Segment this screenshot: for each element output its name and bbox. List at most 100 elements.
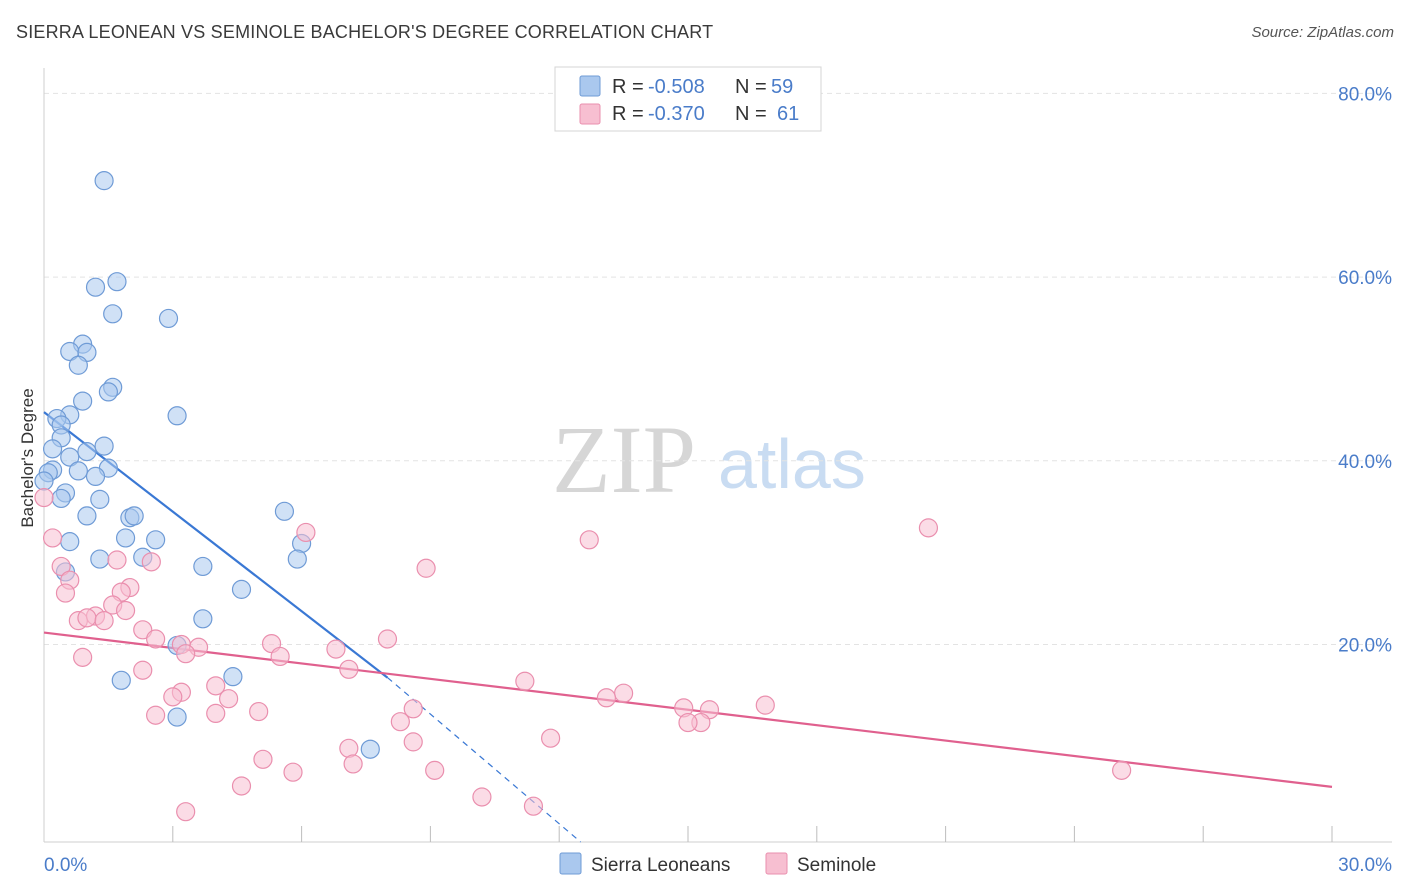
legend-r-value-1: -0.508	[648, 76, 705, 98]
x-tick-label-1: 30.0%	[1338, 855, 1392, 876]
point-sierra-leoneans-41	[193, 556, 213, 577]
point-sierra-leoneans-0	[94, 171, 114, 191]
y-tick-label-2: 60.0%	[1338, 268, 1392, 289]
point-seminole-31	[515, 671, 535, 691]
legend-swatch-blue	[579, 75, 601, 97]
bottom-legend: Sierra Leoneans Seminole	[559, 852, 876, 876]
point-seminole-17	[77, 608, 97, 628]
watermark-zip: ZIP	[552, 406, 696, 513]
point-sierra-leoneans-24	[68, 461, 88, 481]
point-seminole-32	[206, 676, 226, 696]
point-seminole-28	[73, 647, 93, 667]
point-seminole-20	[146, 629, 166, 649]
y-tick-label-1: 40.0%	[1338, 452, 1392, 473]
point-seminole-19	[133, 620, 153, 640]
point-sierra-leoneans-49	[360, 739, 380, 759]
point-seminole-55	[1112, 760, 1132, 780]
legend-r-label-2: R =	[612, 103, 644, 125]
point-seminole-7	[416, 558, 436, 578]
bottom-legend-swatch-pink	[765, 852, 788, 875]
bottom-legend-label-seminole: Seminole	[797, 855, 876, 876]
point-seminole-38	[403, 699, 423, 719]
point-seminole-18	[94, 611, 114, 631]
point-seminole-47	[390, 712, 410, 732]
point-seminole-58	[523, 796, 544, 816]
point-sierra-leoneans-18	[42, 439, 63, 459]
trend-line-sierra-leoneans	[43, 411, 389, 679]
point-sierra-leoneans-26	[34, 471, 54, 491]
point-seminole-3	[579, 530, 599, 550]
point-seminole-14	[115, 600, 136, 621]
point-seminole-4	[918, 518, 939, 538]
y-axis-label: Bachelor's Degree	[18, 388, 37, 527]
point-sierra-leoneans-3	[103, 304, 123, 324]
point-sierra-leoneans-2	[85, 277, 106, 297]
data-points	[34, 171, 1132, 822]
point-seminole-12	[55, 583, 76, 603]
point-seminole-42	[146, 705, 166, 725]
point-sierra-leoneans-25	[85, 466, 106, 487]
point-seminole-59	[176, 802, 196, 822]
point-seminole-1	[42, 528, 63, 548]
point-sierra-leoneans-20	[60, 447, 80, 467]
point-sierra-leoneans-47	[111, 670, 131, 690]
point-seminole-0	[34, 487, 54, 508]
bottom-legend-label-sierra-leoneans: Sierra Leoneans	[591, 855, 730, 876]
point-sierra-leoneans-31	[77, 506, 97, 526]
point-sierra-leoneans-44	[193, 609, 213, 629]
point-seminole-52	[343, 754, 363, 774]
point-seminole-46	[678, 712, 698, 733]
point-seminole-36	[596, 688, 617, 708]
watermark: ZIP atlas	[552, 406, 866, 513]
y-tick-label-3: 80.0%	[1338, 84, 1392, 105]
chart-title: SIERRA LEONEAN VS SEMINOLE BACHELOR'S DE…	[16, 22, 714, 42]
legend-n-label-2: N =	[735, 103, 767, 125]
point-seminole-26	[176, 644, 196, 664]
point-seminole-53	[425, 760, 445, 780]
point-sierra-leoneans-48	[167, 707, 187, 727]
bottom-legend-swatch-blue	[559, 852, 582, 875]
point-seminole-57	[472, 787, 492, 807]
point-seminole-5	[141, 552, 161, 572]
legend-n-value-2: 61	[777, 103, 799, 125]
point-sierra-leoneans-34	[115, 528, 136, 548]
point-sierra-leoneans-1	[107, 272, 127, 292]
source-credit: Source: ZipAtlas.com	[1251, 24, 1394, 41]
point-sierra-leoneans-35	[60, 532, 80, 552]
legend: R = -0.508 N = 59 R = -0.370 N = 61	[554, 66, 822, 132]
point-sierra-leoneans-39	[90, 549, 110, 569]
legend-n-value-1: 59	[771, 76, 793, 98]
legend-n-label-1: N =	[735, 76, 767, 98]
point-seminole-2	[296, 522, 316, 543]
point-seminole-44	[249, 701, 269, 722]
point-seminole-49	[403, 732, 423, 752]
point-sierra-leoneans-36	[146, 530, 166, 550]
legend-r-label-1: R =	[612, 76, 644, 98]
gridlines	[44, 92, 1392, 646]
point-seminole-48	[541, 728, 561, 748]
legend-r-value-2: -0.370	[648, 103, 705, 125]
point-seminole-8	[107, 550, 127, 570]
point-seminole-25	[326, 639, 346, 659]
point-seminole-34	[613, 683, 634, 703]
point-sierra-leoneans-19	[77, 442, 97, 462]
point-sierra-leoneans-29	[90, 489, 110, 509]
point-sierra-leoneans-33	[124, 506, 144, 526]
point-seminole-30	[133, 660, 153, 680]
point-seminole-35	[163, 687, 183, 707]
point-sierra-leoneans-11	[73, 391, 93, 411]
point-sierra-leoneans-28	[51, 488, 71, 509]
point-sierra-leoneans-10	[98, 382, 119, 402]
point-sierra-leoneans-40	[287, 549, 307, 569]
point-seminole-29	[339, 659, 359, 679]
point-sierra-leoneans-46	[223, 667, 243, 687]
watermark-atlas: atlas	[718, 425, 866, 503]
trend-line-dashed-sierra-leoneans	[387, 677, 582, 843]
tick-labels: 20.0% 40.0% 60.0% 80.0% 0.0% 30.0%	[44, 84, 1392, 876]
axes	[43, 68, 1392, 843]
x-tick-label-0: 0.0%	[44, 855, 87, 876]
point-seminole-43	[206, 703, 226, 724]
point-seminole-37	[219, 689, 239, 709]
point-sierra-leoneans-30	[274, 501, 295, 521]
